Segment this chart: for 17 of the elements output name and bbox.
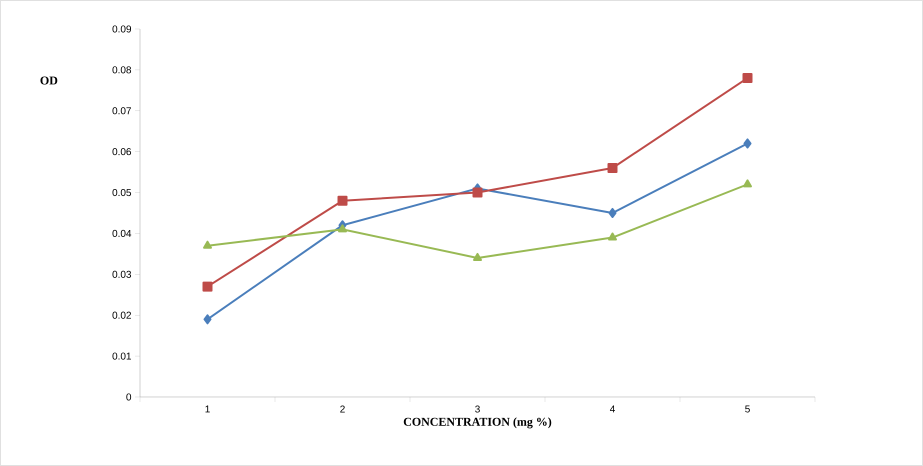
- x-axis-title: CONCENTRATION (mg %): [404, 417, 552, 428]
- y-tick-label: 0.01: [112, 352, 132, 360]
- x-tick-label: 4: [610, 406, 615, 412]
- x-tick-label: 1: [206, 406, 210, 412]
- y-tick-label: 0.04: [112, 230, 132, 237]
- y-tick-label: 0.05: [112, 189, 132, 196]
- y-axis-title: OD: [40, 76, 58, 85]
- x-tick-label: 5: [745, 406, 750, 412]
- y-tick-label: 0.02: [112, 312, 131, 319]
- y-tick-label: 0.06: [112, 148, 132, 156]
- y-tick-label: 0.03: [112, 270, 132, 278]
- y-tick-label: 0.07: [112, 107, 131, 114]
- y-tick-label: 0: [126, 393, 132, 401]
- y-tick-label: 0.09: [112, 25, 132, 33]
- y-tick-label: 0.08: [112, 66, 132, 74]
- x-tick-label: 3: [475, 406, 480, 413]
- x-tick-label: 2: [340, 406, 345, 412]
